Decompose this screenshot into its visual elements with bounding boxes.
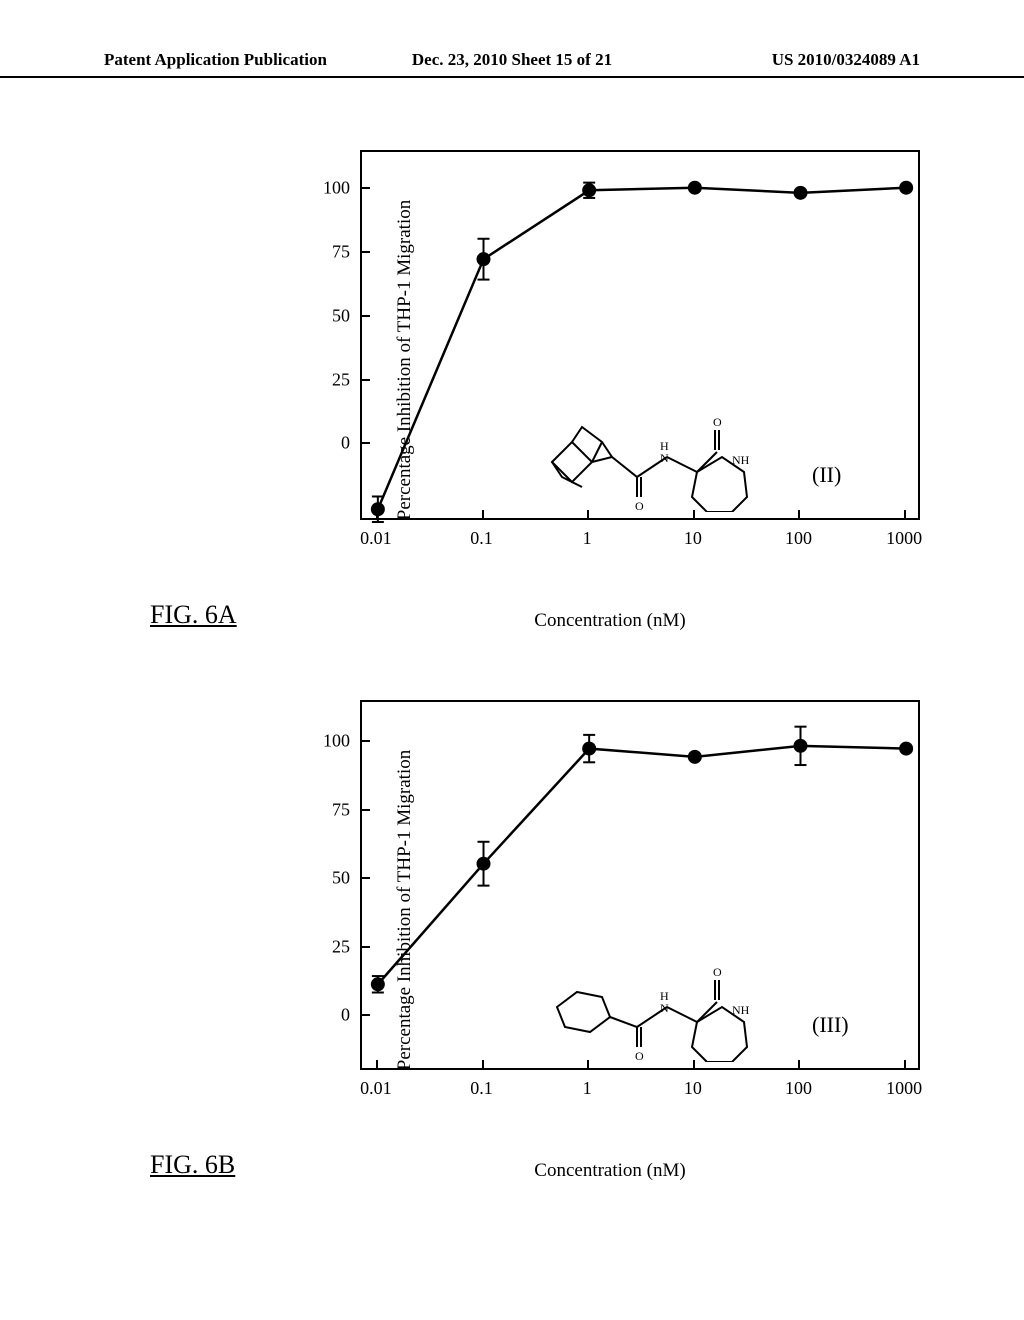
ytick-label: 75	[332, 799, 350, 820]
ytick-label: 100	[323, 178, 350, 199]
fig6b-xlabel: Concentration (nM)	[534, 1160, 685, 1182]
svg-text:N: N	[660, 451, 669, 465]
xtick-label: 0.01	[360, 1078, 392, 1099]
xtick-label: 0.1	[470, 528, 493, 549]
svg-text:O: O	[713, 415, 722, 429]
figure-6a: Percentage Inhibition of THP-1 Migration	[300, 150, 920, 570]
xtick	[587, 510, 589, 520]
header-center: Dec. 23, 2010 Sheet 15 of 21	[412, 50, 612, 70]
xtick	[693, 1060, 695, 1070]
compound-iii-structure: H N O O NH	[532, 952, 792, 1062]
compound-iii-label: (III)	[812, 1012, 849, 1038]
svg-text:O: O	[635, 499, 644, 512]
xtick	[587, 1060, 589, 1070]
xtick-label: 1000	[886, 528, 922, 549]
ytick-label: 0	[341, 1005, 350, 1026]
xtick	[798, 1060, 800, 1070]
svg-text:NH: NH	[732, 1003, 750, 1017]
ytick	[360, 877, 370, 879]
ytick	[360, 809, 370, 811]
xtick-label: 1000	[886, 1078, 922, 1099]
xtick-label: 100	[785, 1078, 812, 1099]
fig6a-plot-area: H N O O NH (II)	[360, 150, 920, 520]
xtick-label: 100	[785, 528, 812, 549]
ytick-label: 100	[323, 731, 350, 752]
ytick	[360, 740, 370, 742]
compound-ii-structure: H N O O NH	[532, 402, 792, 512]
xtick-label: 10	[684, 528, 702, 549]
fig6b-plot-area: H N O O NH (III)	[360, 700, 920, 1070]
xtick	[904, 1060, 906, 1070]
figure-6b: Percentage Inhibition of THP-1 Migration	[300, 700, 920, 1120]
header-left: Patent Application Publication	[104, 50, 327, 70]
xtick-label: 1	[583, 528, 592, 549]
compound-ii-label: (II)	[812, 462, 841, 488]
svg-text:O: O	[713, 965, 722, 979]
ytick-label: 50	[332, 868, 350, 889]
xtick	[693, 510, 695, 520]
svg-text:N: N	[660, 1001, 669, 1015]
ytick-label: 25	[332, 369, 350, 390]
ytick	[360, 946, 370, 948]
ytick-label: 25	[332, 936, 350, 957]
xtick-label: 1	[583, 1078, 592, 1099]
ytick	[360, 315, 370, 317]
xtick-label: 0.01	[360, 528, 392, 549]
xtick	[376, 1060, 378, 1070]
ytick	[360, 379, 370, 381]
fig6b-caption: FIG. 6B	[150, 1150, 235, 1180]
svg-text:NH: NH	[732, 453, 750, 467]
ytick	[360, 1014, 370, 1016]
fig6a-caption: FIG. 6A	[150, 600, 237, 630]
ytick	[360, 187, 370, 189]
fig6a-xlabel: Concentration (nM)	[534, 610, 685, 632]
ytick-label: 50	[332, 305, 350, 326]
ytick	[360, 251, 370, 253]
xtick	[798, 510, 800, 520]
xtick	[376, 510, 378, 520]
svg-text:O: O	[635, 1049, 644, 1062]
xtick	[482, 1060, 484, 1070]
ytick	[360, 442, 370, 444]
header-right: US 2010/0324089 A1	[772, 50, 920, 70]
xtick	[482, 510, 484, 520]
xtick-label: 10	[684, 1078, 702, 1099]
ytick-label: 75	[332, 242, 350, 263]
ytick-label: 0	[341, 433, 350, 454]
xtick-label: 0.1	[470, 1078, 493, 1099]
xtick	[904, 510, 906, 520]
